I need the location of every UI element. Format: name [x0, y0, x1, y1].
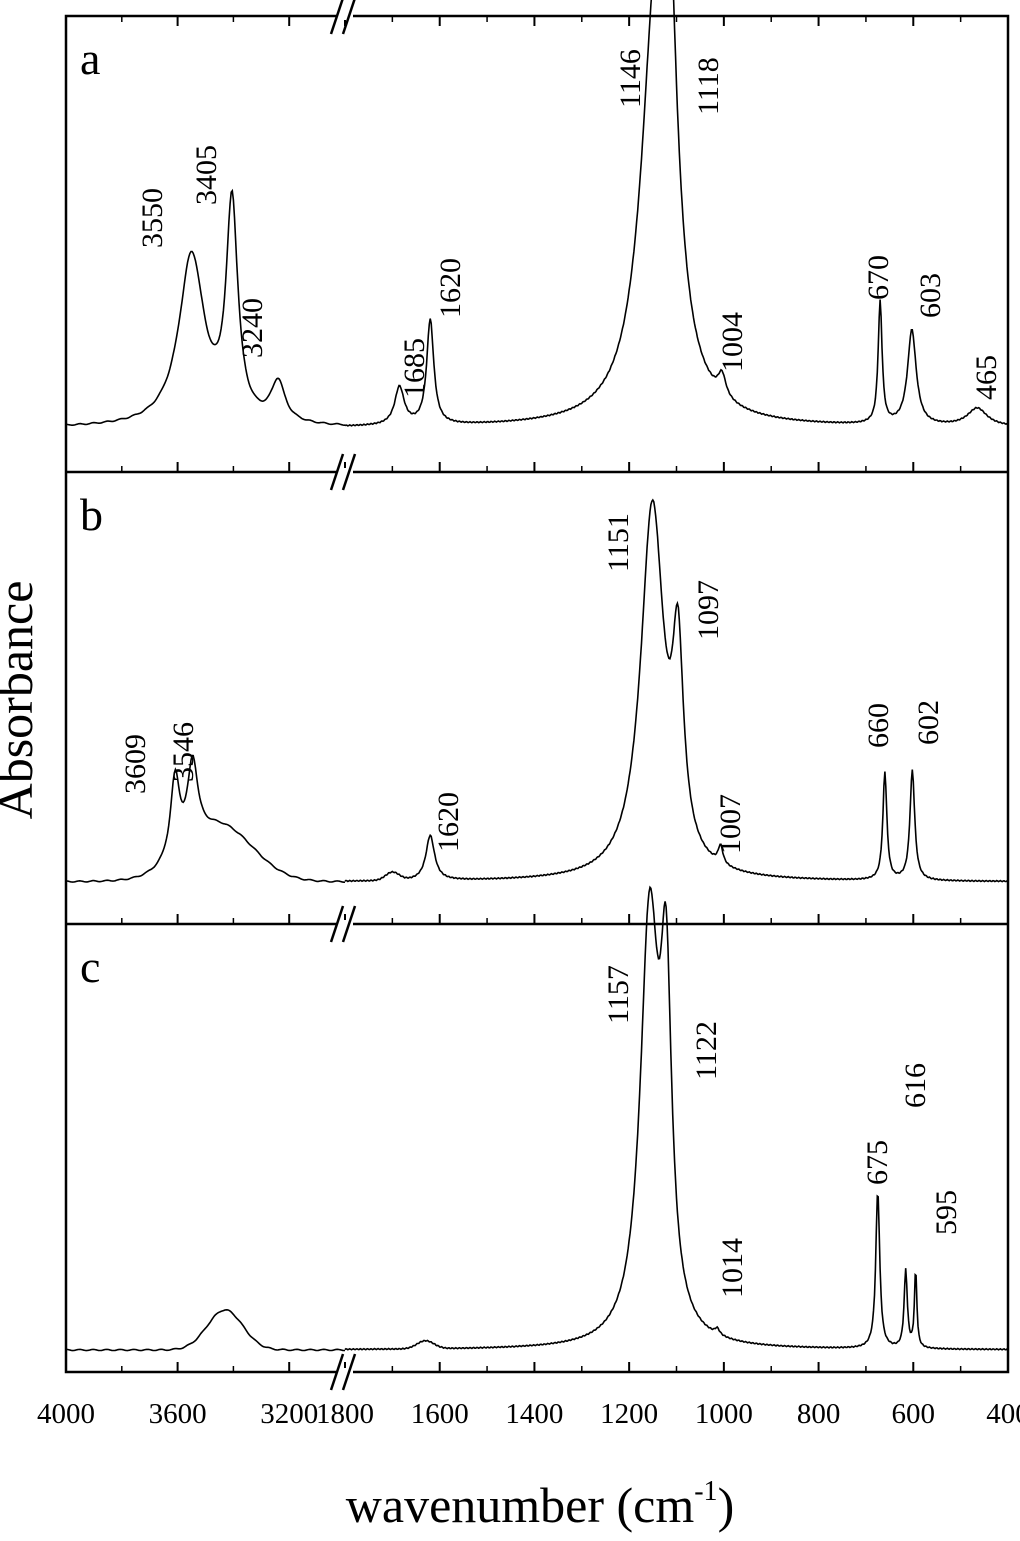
- axis-break-slash: [341, 0, 356, 35]
- peak-label: 1014: [716, 1238, 749, 1298]
- spectrum-c-high: [66, 1308, 345, 1352]
- axis-break-marks: [329, 0, 357, 1391]
- peak-label: 1620: [434, 258, 467, 318]
- panel-letter-c: c: [80, 941, 100, 992]
- peak-label: 3240: [236, 298, 269, 358]
- peak-label: 1004: [716, 312, 749, 372]
- peak-label: 675: [861, 1140, 894, 1185]
- peak-label: 602: [912, 700, 945, 745]
- peak-label: 3609: [119, 734, 152, 794]
- spectrum-a-low: [344, 0, 1009, 427]
- peak-label: 1118: [692, 57, 725, 115]
- plot-border: [64, 14, 1010, 1374]
- axis-break-slash: [341, 453, 357, 491]
- axis-break-slash: [329, 453, 345, 491]
- peak-label: 1685: [398, 338, 431, 398]
- spectra: [66, 0, 1009, 1352]
- x-tick-label: 1600: [411, 1398, 469, 1430]
- peak-label: 1097: [692, 580, 725, 640]
- x-tick-label: 1800: [316, 1398, 374, 1430]
- spectrum-a-high: [66, 188, 345, 426]
- panel-letter-a: a: [80, 33, 100, 84]
- x-tick-label: 3600: [149, 1398, 207, 1430]
- peak-label: 1157: [602, 965, 635, 1024]
- peak-label: 3405: [190, 145, 223, 205]
- panel-letter-b: b: [80, 489, 103, 540]
- peak-label: 1620: [432, 792, 465, 852]
- x-axis-title-main: wavenumber (cm: [346, 1477, 695, 1533]
- peak-label: 603: [914, 273, 947, 318]
- axis-break-gap: [337, 1368, 353, 1376]
- x-tick-label: 800: [797, 1398, 841, 1430]
- axis-break-slash: [329, 0, 344, 35]
- x-tick-label: 1200: [600, 1398, 658, 1430]
- peak-label: 660: [862, 703, 895, 748]
- axis-break-slash: [341, 1353, 357, 1391]
- x-axis-title-suffix: ): [718, 1477, 735, 1533]
- axis-break-slash: [341, 905, 357, 943]
- peak-label: 1146: [614, 49, 647, 108]
- spectrum-c-low: [344, 885, 1009, 1351]
- plot-frames: [64, 14, 1010, 1374]
- peak-label: 1151: [602, 513, 635, 572]
- peak-label: 595: [930, 1190, 963, 1235]
- x-tick-label: 400: [986, 1398, 1020, 1430]
- axis-break-gap: [337, 468, 353, 476]
- axis-break-gap: [337, 12, 353, 20]
- axis-break-gap: [337, 920, 353, 928]
- axis-ticks: [121, 16, 962, 1372]
- peak-label: 1007: [714, 794, 747, 854]
- x-axis-title-superscript: -1: [694, 1476, 717, 1507]
- x-tick-label: 1000: [695, 1398, 753, 1430]
- peak-label: 465: [970, 355, 1003, 400]
- x-axis-title: wavenumber (cm-1): [346, 1476, 734, 1533]
- peak-label: 3546: [167, 722, 200, 782]
- peak-label: 3550: [136, 188, 169, 248]
- x-tick-label: 3200: [260, 1398, 318, 1430]
- spectrum-b-low: [344, 498, 1009, 883]
- peak-label: 1122: [690, 1021, 723, 1080]
- peak-label: 616: [899, 1063, 932, 1108]
- spectrum-b-high: [66, 754, 345, 883]
- x-tick-label: 4000: [37, 1398, 95, 1430]
- y-axis-title: Absorbance: [0, 581, 43, 820]
- panel-letters: a b c: [80, 33, 103, 992]
- axis-break-slash: [329, 1353, 345, 1391]
- peak-label: 670: [862, 255, 895, 300]
- axis-break-slash: [329, 905, 345, 943]
- x-tick-label: 1400: [505, 1398, 563, 1430]
- x-tick-label: 600: [892, 1398, 936, 1430]
